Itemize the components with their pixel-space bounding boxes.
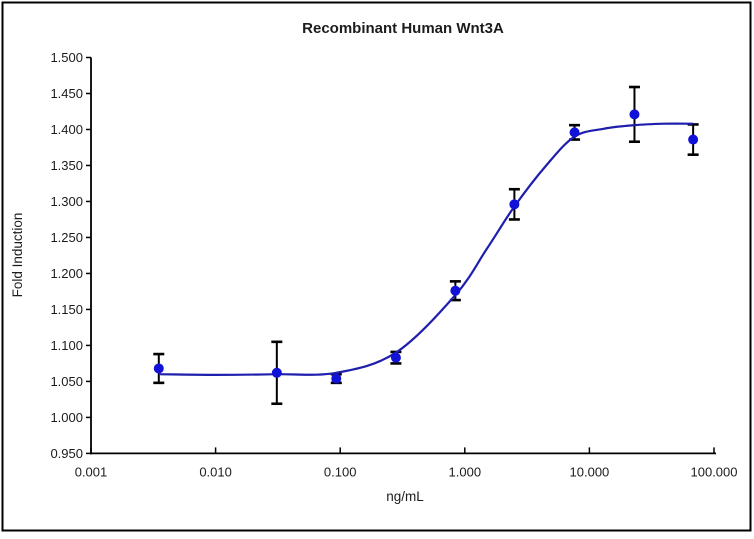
fit-curve (158, 122, 694, 377)
y-tick-label: 1.500 (50, 50, 83, 65)
data-point (390, 352, 401, 363)
data-point (153, 363, 164, 374)
y-tick-label: 1.050 (50, 374, 83, 389)
x-axis-title: ng/mL (386, 489, 424, 504)
y-tick-label: 1.100 (50, 338, 83, 353)
y-axis-title: Fold Induction (10, 213, 25, 298)
data-point (688, 134, 699, 145)
y-tick-label: 1.000 (50, 410, 83, 425)
data-point (569, 127, 580, 138)
data-points-layer (153, 109, 699, 384)
y-tick-label: 1.250 (50, 230, 83, 245)
y-tick-label: 1.300 (50, 194, 83, 209)
x-tick-label: 0.010 (199, 464, 232, 479)
x-tick-label: 1.000 (449, 464, 482, 479)
y-tick-label: 1.450 (50, 86, 83, 101)
y-tick-label: 1.150 (50, 302, 83, 317)
y-tick-label: 1.400 (50, 122, 83, 137)
data-point (450, 285, 461, 296)
x-tick-label: 0.100 (324, 464, 357, 479)
chart-title: Recombinant Human Wnt3A (302, 20, 504, 37)
fit-curve-layer (158, 122, 694, 377)
data-point (629, 109, 640, 120)
x-tick-label: 0.001 (75, 464, 108, 479)
data-point (331, 373, 342, 384)
y-tick-label: 1.200 (50, 266, 83, 281)
x-tick-label: 10.000 (570, 464, 610, 479)
data-point (271, 367, 282, 378)
data-point (509, 199, 520, 210)
axes-layer: 0.950 1.000 1.050 1.100 1.150 1.200 1.250 1.300… (50, 50, 737, 479)
y-tick-label: 0.950 (50, 446, 83, 461)
x-tick-label: 100.000 (691, 464, 738, 479)
y-tick-label: 1.350 (50, 158, 83, 173)
